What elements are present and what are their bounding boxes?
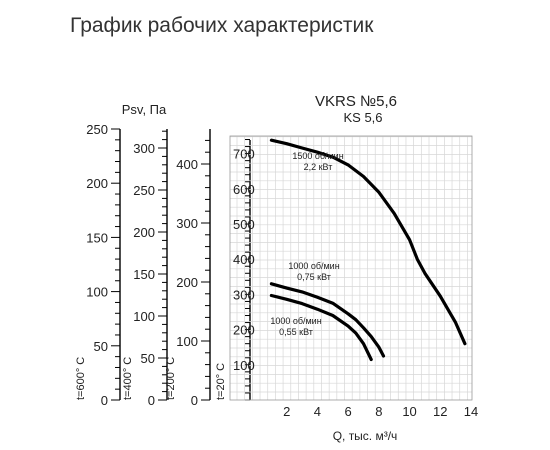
grid <box>230 136 472 400</box>
pressure-scale-1: 0 50 100 150 200 250 t=600° C <box>75 122 121 408</box>
series-label-line: 2,2 кВт <box>304 162 333 172</box>
chart-title: VKRS №5,6 <box>315 93 397 110</box>
pressure-axis-label: Psv, Па <box>122 102 167 117</box>
scale-tick-label: 250 <box>86 122 108 137</box>
x-tick-label: 8 <box>375 404 382 419</box>
scale-tick-label: 400 <box>176 157 198 172</box>
scale-tick-label: 100 <box>86 285 108 300</box>
series-label-line: 0,75 кВт <box>297 272 331 282</box>
pressure-scale-2: 0 50 100 150 200 250 300 t=400° C <box>122 129 168 408</box>
x-tick-label: 4 <box>314 404 321 419</box>
scale-tick-label: 100 <box>176 334 198 349</box>
scale-name: t=200° C <box>165 357 177 400</box>
chart-subtitle: KS 5,6 <box>343 110 382 125</box>
pressure-scales: 0 50 100 150 200 250 t=600° C 0 50 100 150 200 250 30… <box>75 122 251 408</box>
scale-tick-label: 0 <box>148 393 155 408</box>
series-line-3 <box>269 293 373 362</box>
scale-tick-label: 150 <box>86 230 108 245</box>
y-tick-label: 300 <box>233 287 255 302</box>
plot-frame <box>229 135 473 401</box>
plot-area: 100 200 300 400 500 600 700 2 4 6 8 10 12 14 1500 об/м… <box>229 135 478 419</box>
x-tick-label: 2 <box>283 404 290 419</box>
scale-tick-label: 200 <box>176 275 198 290</box>
series-label-line: 1000 об/мин <box>270 316 321 326</box>
scale-tick-label: 200 <box>133 225 155 240</box>
series-label-line: 1500 об/мин <box>292 151 343 161</box>
y-tick-label: 500 <box>233 217 255 232</box>
scale-tick-label: 200 <box>86 176 108 191</box>
x-axis-label: Q, тыс. м³/ч <box>333 429 398 443</box>
scale-tick-label: 0 <box>101 393 108 408</box>
series-line-2 <box>269 282 386 358</box>
y-tick-label: 100 <box>233 358 255 373</box>
x-tick-label: 10 <box>402 404 416 419</box>
x-tick-label: 6 <box>345 404 352 419</box>
scale-tick-label: 100 <box>133 309 155 324</box>
scale-tick-label: 300 <box>176 216 198 231</box>
scale-name: t=600° C <box>75 357 87 400</box>
y-tick-label: 400 <box>233 252 255 267</box>
scale-name: t=400° C <box>122 357 134 400</box>
scale-tick-label: 300 <box>133 141 155 156</box>
series-label-line: 1000 об/мин <box>288 261 339 271</box>
scale-name: t=20° C <box>215 363 227 400</box>
scale-tick-label: 150 <box>133 267 155 282</box>
pressure-scale-3: 0 100 200 300 400 t=200° C <box>165 129 211 408</box>
x-tick-label: 14 <box>464 404 478 419</box>
y-tick-label: 700 <box>233 147 255 162</box>
series-label-line: 0,55 кВт <box>279 327 313 337</box>
x-tick-label: 12 <box>433 404 447 419</box>
scale-tick-label: 250 <box>133 183 155 198</box>
scale-tick-label: 50 <box>141 351 155 366</box>
series-line-1 <box>269 138 467 346</box>
y-tick-label: 600 <box>233 182 255 197</box>
page-title: График рабочих характеристик <box>70 14 374 37</box>
scale-tick-label: 0 <box>191 393 198 408</box>
scale-tick-label: 50 <box>94 339 108 354</box>
y-tick-label: 200 <box>233 323 255 338</box>
